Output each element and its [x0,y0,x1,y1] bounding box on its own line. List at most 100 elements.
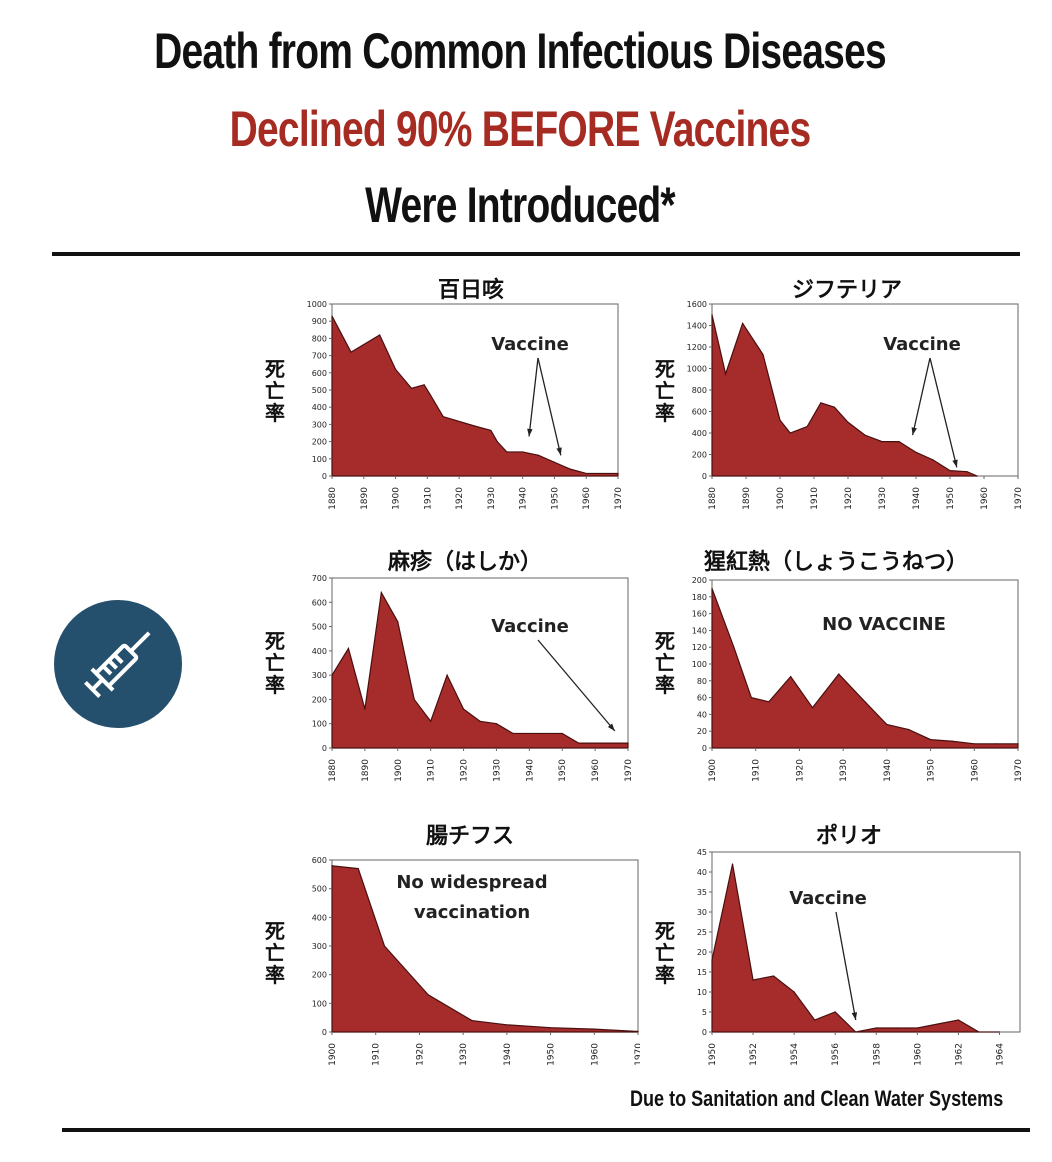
x-tick-label: 1940 [912,487,922,510]
data-point [742,322,744,324]
x-tick-label: 1960 [980,487,990,510]
y-tick-label: 0 [702,1028,707,1037]
y-tick-label: 100 [692,660,707,669]
data-point [864,434,866,436]
chart-pertussis: 百日咳 死亡率 0 100 200 300 400 500 600 700 800 900 1000… [265,270,640,530]
annotation-label: Vaccine [491,616,569,637]
data-point [978,1031,980,1033]
data-point [932,459,934,461]
data-point [506,451,508,453]
arrow-head [911,427,917,436]
data-point [779,419,781,421]
data-point [711,959,713,961]
x-tick-label: 1900 [708,759,718,782]
data-point [773,975,775,977]
x-tick-label: 1958 [872,1043,882,1066]
y-tick-label: 0 [322,472,327,481]
annotation-label: NO VACCINE [822,614,946,635]
x-tick-label: 1970 [634,1043,640,1066]
data-point [973,743,975,745]
data-point [490,429,492,432]
footnote: Due to Sanitation and Clean Water System… [630,1086,1004,1111]
x-tick-label: 1950 [547,1043,557,1066]
y-tick-label: 600 [312,598,327,607]
data-point [429,394,432,396]
annotation-arrow [835,911,857,1021]
annotation-arrow [929,357,958,468]
data-point [916,1027,918,1029]
data-point [1017,743,1019,745]
y-tick-label: 10 [697,988,707,997]
data-point [446,674,448,676]
y-tick-label: 200 [312,971,327,980]
annotation-arrow [537,357,562,456]
y-tick-label: 40 [697,710,707,719]
y-tick-label: 200 [692,451,707,460]
x-tick-label: 1920 [460,759,470,782]
data-point [506,1024,508,1026]
arrow-head [527,428,533,437]
x-tick-label: 1920 [415,1043,425,1066]
data-point [752,979,754,981]
y-tick-label: 700 [312,574,327,583]
data-point [937,1023,939,1025]
y-tick-label: 300 [312,671,327,680]
x-tick-label: 1920 [455,487,465,510]
data-point [479,720,481,722]
data-point [898,441,900,443]
data-point [908,728,910,731]
data-point [864,701,866,703]
chart-svg: 0 100 200 300 400 500 600 700 1880 1890 1900 1910 19… [312,574,634,782]
x-tick-label: 1970 [624,759,634,782]
arrow-head [607,723,615,731]
data-point [569,468,571,470]
y-axis-label: 死亡率 [265,357,285,425]
y-tick-label: 45 [697,848,707,857]
data-point [886,723,888,726]
y-tick-label: 600 [312,369,327,378]
x-tick-label: 1970 [614,487,624,510]
y-tick-label: 400 [692,429,707,438]
x-tick-label: 1970 [1014,759,1024,782]
data-point [545,732,547,735]
data-point [711,314,713,316]
x-tick-label: 1900 [392,487,402,510]
y-tick-label: 100 [312,455,327,464]
y-tick-label: 500 [312,885,327,894]
y-tick-label: 100 [312,720,327,729]
data-point [929,739,932,741]
data-point [811,707,814,709]
y-tick-label: 15 [697,968,707,977]
chart-measles: 麻疹（はしか） 死亡率 0 100 200 300 400 500 600 700 1880 18… [265,542,640,802]
y-tick-label: 600 [312,856,327,865]
data-point [512,732,514,735]
data-point [383,945,386,947]
bottom-divider [62,1128,1030,1132]
data-point [790,676,792,678]
y-tick-label: 20 [697,948,707,957]
y-tick-label: 200 [692,576,707,585]
data-point [394,368,397,370]
x-tick-label: 1950 [550,487,560,510]
data-point [471,1019,473,1022]
y-tick-label: 800 [692,386,707,395]
x-tick-label: 1890 [361,759,371,782]
y-tick-label: 800 [312,334,327,343]
data-point [834,1011,836,1013]
y-tick-label: 1200 [687,343,707,352]
y-tick-label: 20 [697,727,707,736]
x-tick-label: 1890 [360,487,370,510]
data-point [553,461,556,463]
data-point [430,720,432,722]
y-axis-label: 死亡率 [265,919,285,987]
chart-svg: 0 5 10 15 20 25 30 35 40 45 1950 1952 1954 1956 1958 19… [697,848,1021,1066]
data-point [949,470,951,472]
data-point [610,742,613,744]
y-axis-label: 死亡率 [655,919,675,987]
y-tick-label: 40 [697,868,707,877]
y-tick-label: 120 [692,643,707,652]
data-point [357,868,359,870]
data-point [585,472,587,475]
y-tick-label: 30 [697,908,707,917]
data-point [725,373,727,375]
